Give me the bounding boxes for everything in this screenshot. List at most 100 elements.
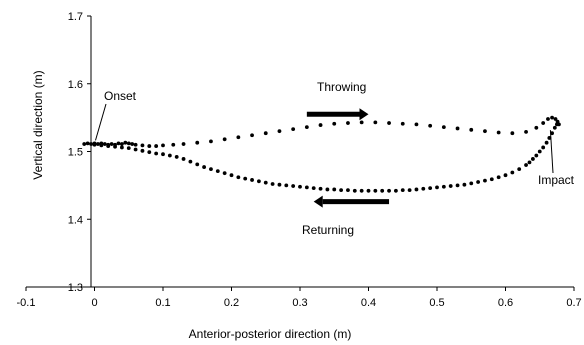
data-point [496,130,501,135]
data-point [414,122,419,127]
data-point [352,188,357,193]
data-point [489,177,494,182]
throwing-arrow [306,108,369,121]
data-point [291,127,296,132]
x-tick-label: 0.3 [292,297,307,309]
x-tick-label: -0.1 [17,297,36,309]
data-point [250,178,254,182]
data-point [304,185,309,190]
data-point [133,142,138,147]
onset-pointer [95,103,107,141]
data-point [407,188,412,193]
data-point [455,183,460,188]
annotations: Onset Throwing Returning Impact [95,80,575,237]
data-point [174,155,179,159]
data-point [257,179,261,184]
data-point [546,117,550,121]
data-point [161,152,165,157]
data-point [181,157,186,161]
data-point [394,188,398,193]
y-axis-title: Vertical direction (m) [31,70,45,179]
data-point [441,184,446,189]
throwing-arrow-head [359,108,369,121]
data-point [547,136,552,140]
data-point [120,142,124,146]
data-point [541,145,546,150]
data-point [154,151,159,156]
impact-pointer [549,130,554,174]
data-point [476,180,480,184]
data-point [380,188,385,193]
throwing-label: Throwing [317,80,366,94]
data-point [318,186,323,191]
data-point [346,121,350,125]
data-point [531,157,535,161]
data-point [483,178,487,183]
data-point [387,188,391,193]
x-tick-label: 0.5 [429,297,444,309]
data-point [277,129,282,134]
data-point [154,144,159,148]
y-ticks: 1.3 1.4 1.5 1.6 1.7 [68,11,91,294]
data-point [277,182,282,187]
data-point [527,160,532,165]
throwing-arrow-shaft [306,111,360,117]
data-point [291,184,296,188]
data-points [82,115,561,193]
x-tick-label: 0.2 [224,297,239,309]
data-point [126,146,131,151]
data-point [462,182,467,187]
data-point [517,167,522,172]
data-point [421,186,426,191]
data-point [92,142,97,147]
data-point [469,127,474,132]
data-point [250,133,254,138]
data-point [366,188,371,193]
data-point [483,129,487,134]
returning-label: Returning [302,223,354,237]
returning-arrow [313,195,390,208]
data-point [126,141,131,146]
data-point [552,125,557,130]
x-ticks: -0.1 0 0.1 0.2 0.3 0.4 0.5 0.6 0.7 [17,287,582,309]
data-point [400,188,405,193]
data-point [359,120,364,125]
data-point [181,142,186,146]
x-tick-label: 0.6 [498,297,513,309]
data-point [209,167,213,172]
data-point [339,188,343,193]
data-point [332,121,337,126]
data-point [496,175,501,180]
data-point [270,182,275,186]
data-point [109,142,114,146]
data-point [537,149,542,154]
data-point [284,183,289,188]
data-point [140,148,145,153]
data-point [332,187,337,192]
data-point [318,123,323,127]
data-point [167,153,172,158]
data-point [311,186,316,190]
data-point [263,131,268,136]
data-point [359,188,364,193]
data-point [82,142,87,146]
x-tick-label: 0.7 [566,297,581,309]
data-point [503,173,508,178]
data-point [448,184,453,188]
data-point [534,153,539,158]
data-point [346,188,350,193]
data-point [243,176,248,181]
data-point [510,170,515,175]
data-point [510,131,515,136]
data-point [428,123,433,128]
data-point [541,121,546,125]
x-tick-label: 0.1 [155,297,170,309]
y-tick-label: 1.4 [68,214,83,226]
data-point [188,159,193,164]
data-point [236,175,241,180]
x-tick-label: 0.4 [361,297,376,309]
data-point [85,141,90,146]
data-point [373,120,378,125]
data-point [209,139,213,144]
data-point [263,180,268,185]
